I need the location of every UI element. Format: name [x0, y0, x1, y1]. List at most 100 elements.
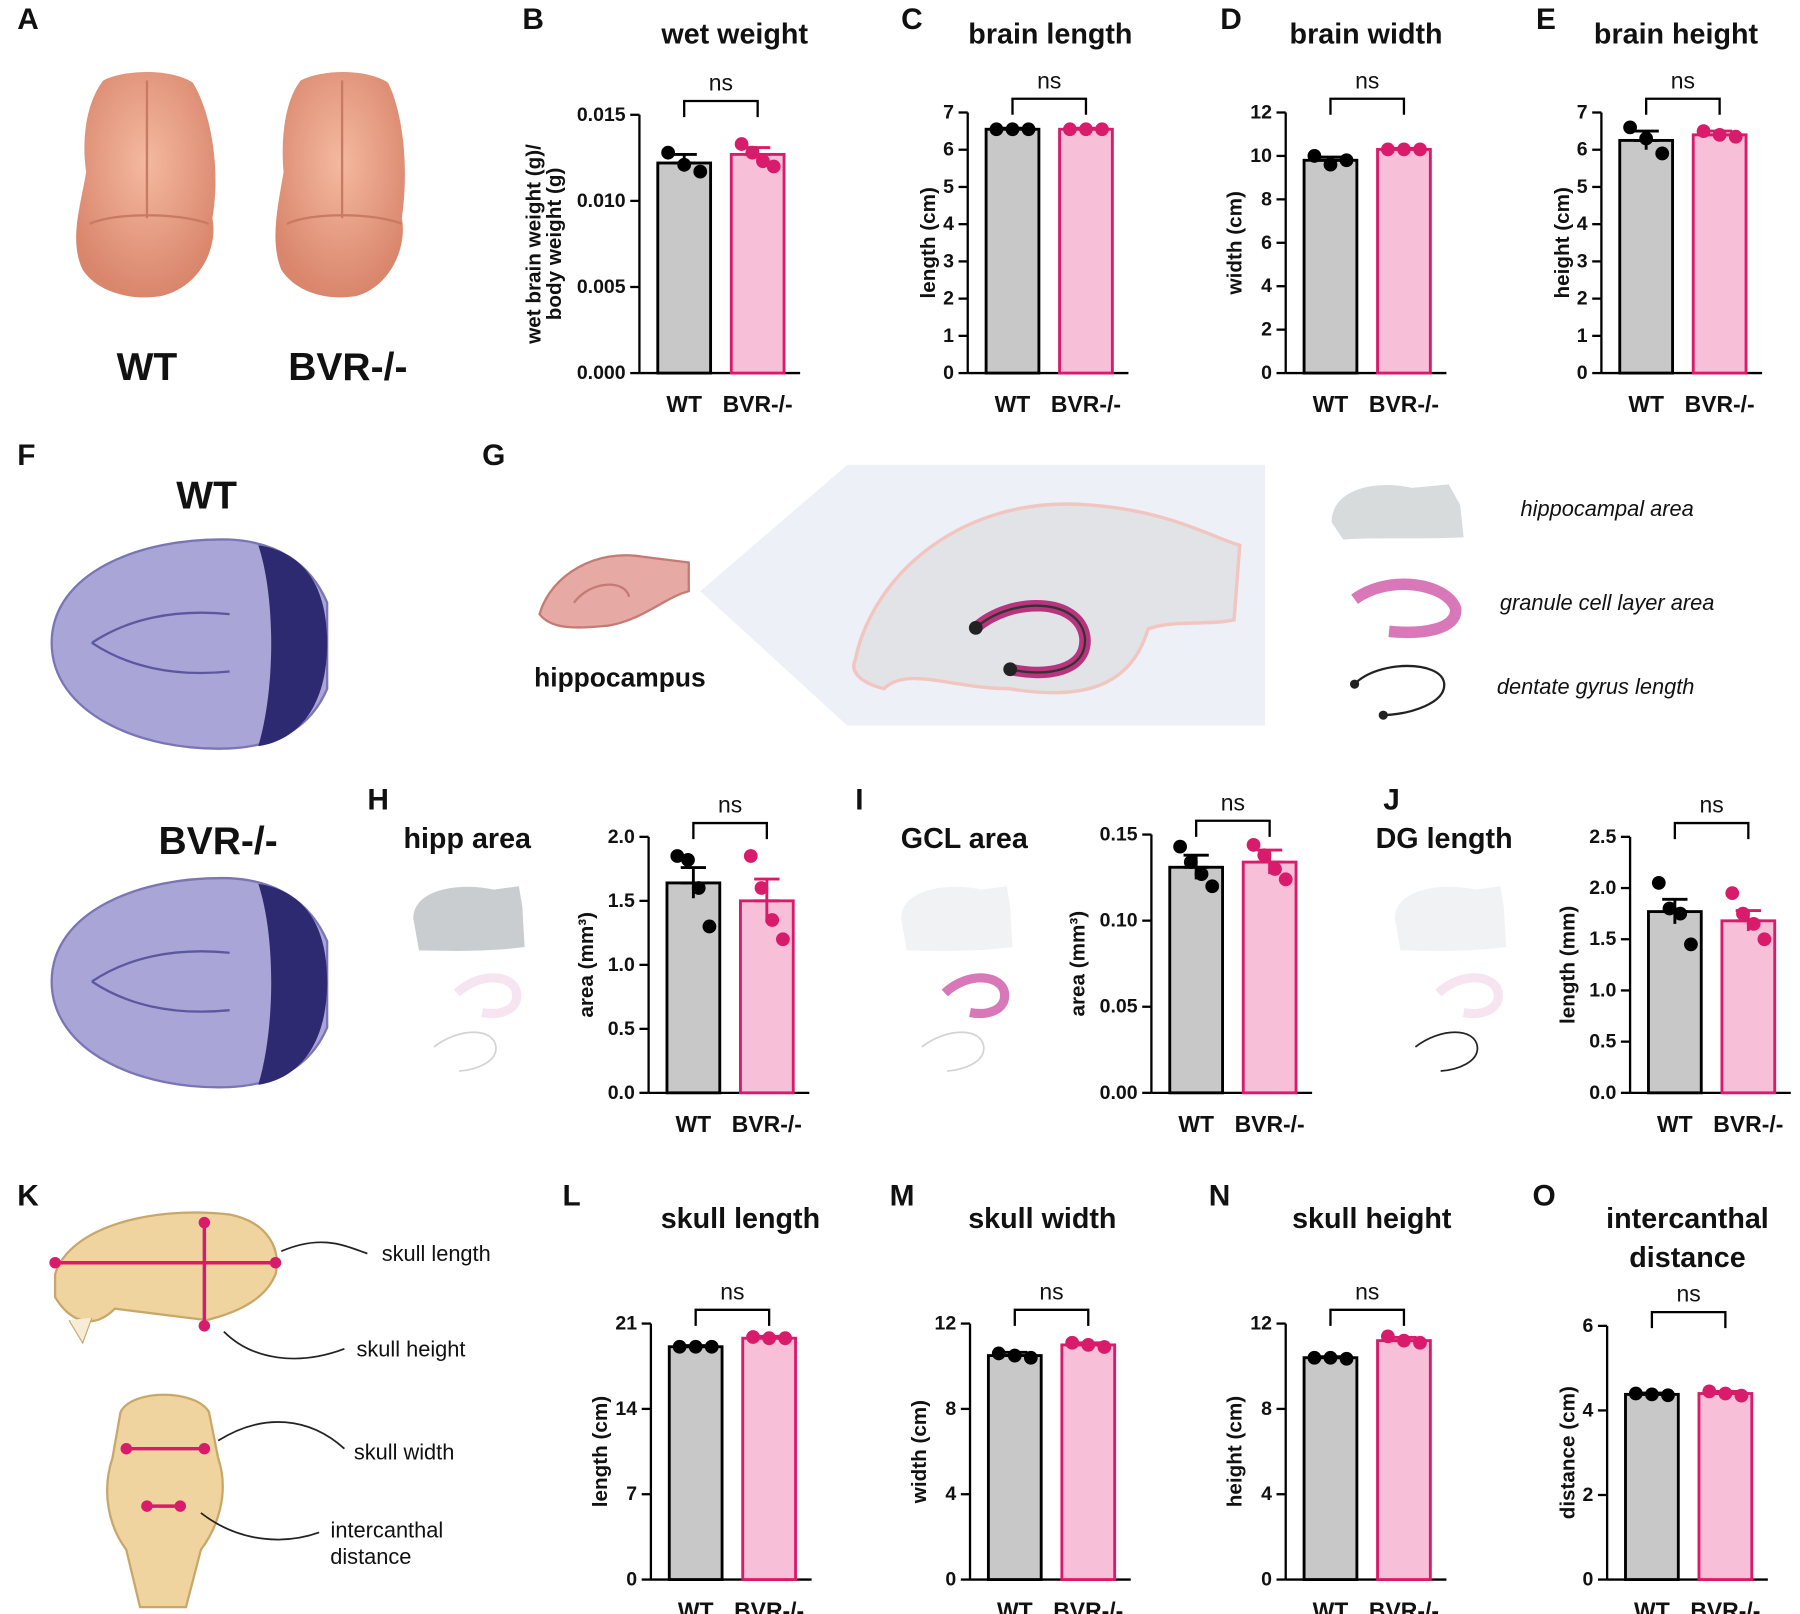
region-icon [901, 886, 1013, 951]
y-tick-label: 6 [1577, 139, 1588, 161]
y-tick-label: 0.15 [1100, 824, 1138, 846]
significance-bracket [692, 821, 768, 840]
data-point [681, 852, 695, 867]
chart-title: skull length [661, 1203, 820, 1235]
data-point [1097, 1340, 1112, 1354]
x-tick-label: BVR-/- [732, 1111, 802, 1137]
y-tick-label: 0.010 [577, 190, 626, 212]
data-point [1628, 1386, 1643, 1401]
y-tick-label: 4 [945, 1483, 956, 1505]
bar [656, 161, 713, 375]
data-point [1278, 872, 1293, 887]
data-point [1684, 937, 1698, 952]
y-axis-label: height (cm) [1224, 1396, 1247, 1507]
significance-label: ns [1221, 789, 1245, 815]
x-tick-label: WT [1657, 1111, 1693, 1137]
data-point [1063, 122, 1077, 137]
x-tick-label: BVR-/- [1690, 1598, 1760, 1614]
bar [1624, 1392, 1680, 1581]
significance-label: ns [1039, 1278, 1063, 1304]
y-tick-label: 0.5 [608, 1018, 635, 1040]
data-point [1639, 131, 1654, 146]
hippocampus-diagram [538, 464, 1464, 726]
y-tick-label: 0.0 [608, 1082, 635, 1104]
data-point [1079, 122, 1093, 137]
chart-title: distance [1629, 1242, 1745, 1274]
data-point [1194, 867, 1209, 882]
bar [1241, 860, 1298, 1095]
x-tick-label: WT [676, 1111, 712, 1137]
panel-letter: L [563, 1180, 581, 1213]
data-point [1734, 1388, 1749, 1403]
y-tick-label: 7 [943, 101, 954, 123]
bar [984, 127, 1041, 375]
bar [741, 1336, 797, 1581]
x-tick-label: BVR-/- [1369, 1598, 1439, 1614]
x-tick-label: WT [1313, 391, 1349, 417]
x-tick-label: WT [1628, 391, 1664, 417]
y-tick-label: 4 [1261, 1483, 1272, 1505]
data-point [1007, 1348, 1022, 1363]
significance-label: ns [1671, 67, 1695, 93]
y-tick-label: 1.0 [1589, 979, 1616, 1001]
x-tick-label: WT [997, 1598, 1033, 1614]
y-tick-label: 5 [1577, 176, 1588, 198]
bar [1697, 1392, 1754, 1581]
y-tick-label: 8 [1261, 1398, 1272, 1420]
legend-label: granule cell layer area [1500, 590, 1714, 615]
data-point [1339, 1351, 1354, 1366]
y-tick-label: 0 [1261, 362, 1272, 384]
bar [1720, 919, 1777, 1095]
significance-bracket [1329, 1308, 1406, 1326]
x-tick-label: WT [678, 1598, 714, 1614]
region-icon [1414, 1031, 1479, 1072]
y-tick-label: 10 [1250, 145, 1272, 167]
significance-bracket [1673, 821, 1750, 840]
bar [1058, 127, 1114, 375]
y-axis-label: area (mm³) [575, 912, 598, 1018]
y-tick-label: 2.0 [1589, 877, 1616, 899]
legend-label: dentate gyrus length [1497, 674, 1695, 699]
data-point [1323, 1350, 1338, 1365]
data-point [688, 1339, 703, 1354]
data-point [1246, 837, 1261, 852]
data-point [1736, 906, 1750, 921]
data-point [1661, 1388, 1675, 1403]
region-icon [433, 1031, 497, 1072]
chart-title: skull width [968, 1203, 1116, 1235]
data-point [670, 849, 685, 863]
data-point [1651, 876, 1666, 890]
data-point [1307, 149, 1322, 163]
y-tick-label: 0.00 [1100, 1082, 1138, 1104]
skull-label: skull length [382, 1241, 491, 1266]
y-axis-label: width (cm) [908, 1400, 931, 1504]
bar [1302, 158, 1359, 375]
y-axis-label: wet brain weight (g)/ [522, 144, 545, 345]
y-tick-label: 0 [1261, 1569, 1272, 1591]
x-tick-label: WT [1313, 1598, 1349, 1614]
y-tick-label: 0.5 [1589, 1031, 1616, 1053]
significance-label: ns [718, 792, 742, 818]
chart-title: hipp area [403, 823, 532, 855]
chart-title: wet weight [660, 18, 808, 50]
y-tick-label: 1 [1577, 325, 1588, 347]
y-axis-label: height (cm) [1551, 187, 1574, 298]
chart-title: brain length [968, 18, 1132, 50]
data-point [1397, 142, 1411, 157]
y-tick-label: 1 [943, 325, 954, 347]
data-point [1021, 122, 1036, 137]
chart-title: GCL area [901, 823, 1029, 855]
legend-label: hippocampal area [1520, 496, 1693, 521]
bar [1376, 147, 1432, 375]
y-tick-label: 6 [1582, 1315, 1593, 1337]
y-tick-label: 0 [1577, 362, 1588, 384]
region-icon [1394, 886, 1507, 951]
y-tick-label: 0.005 [577, 276, 626, 298]
data-point [702, 919, 717, 934]
y-axis-label: length (cm) [589, 1396, 612, 1507]
panel-letter: D [1220, 3, 1242, 36]
panel-letter: J [1383, 784, 1400, 817]
y-tick-label: 4 [943, 213, 954, 235]
data-point [776, 932, 790, 947]
y-tick-label: 0.000 [577, 362, 626, 384]
